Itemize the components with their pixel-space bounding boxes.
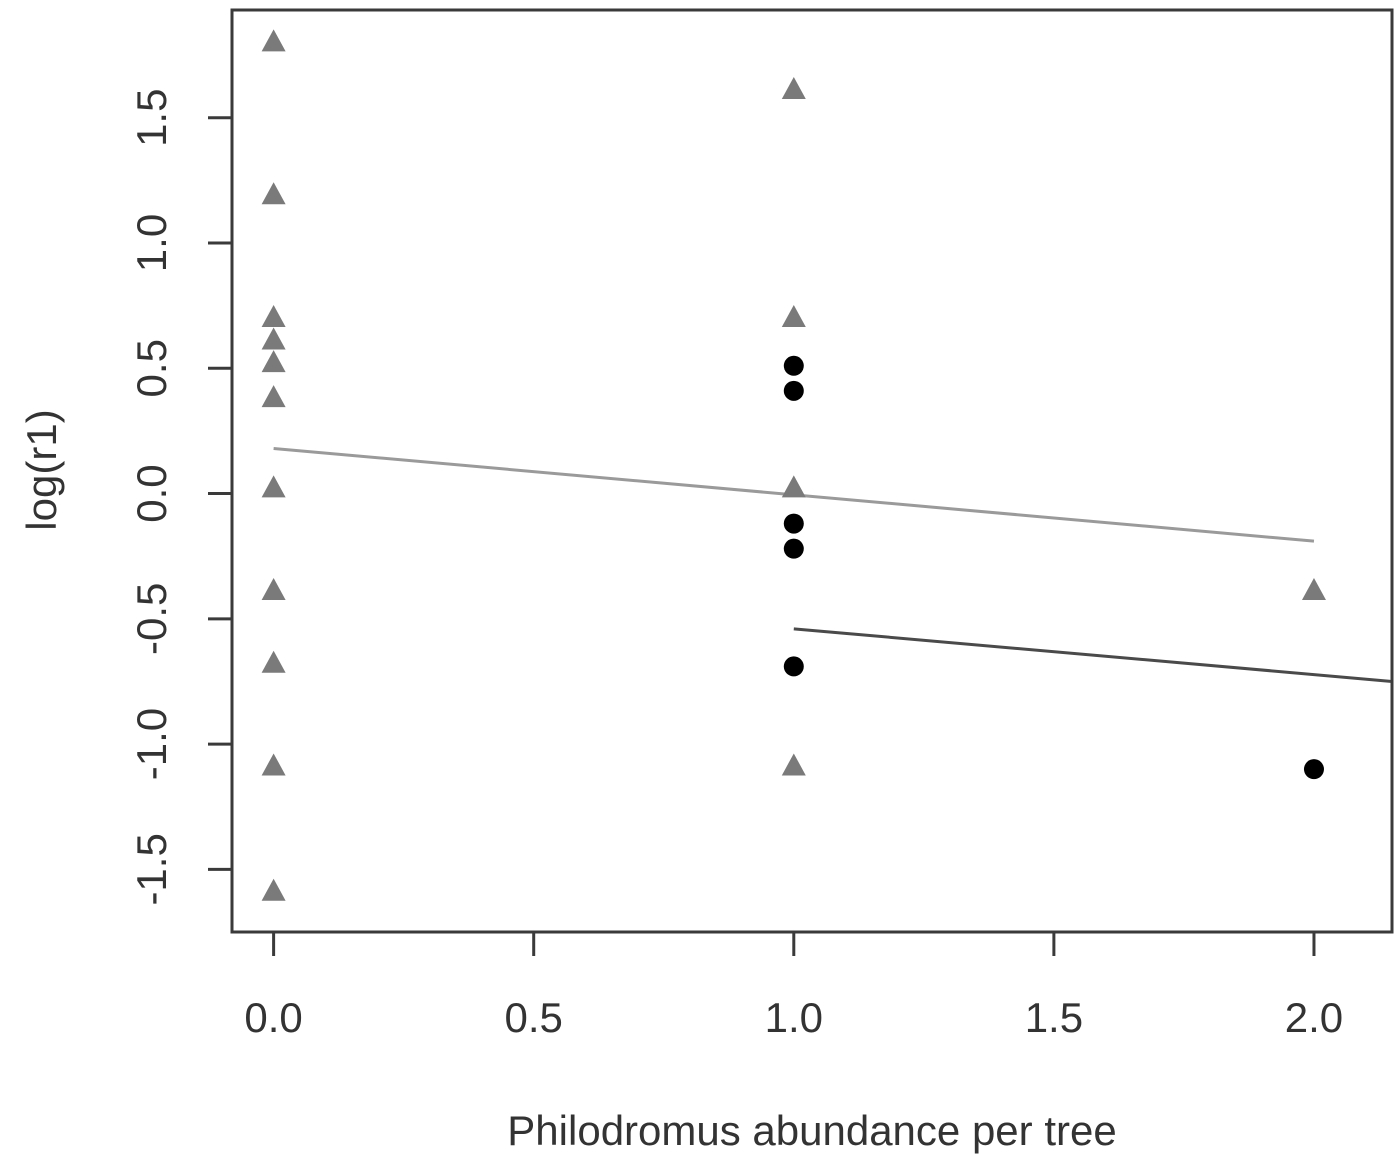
y-axis-label: log(r1) <box>18 409 65 530</box>
fit-lines <box>273 446 1393 683</box>
triangle-point-15 <box>781 753 806 776</box>
circle-point-3 <box>783 513 804 534</box>
x-tick-label-2: 0.5 <box>505 994 563 1041</box>
y-tick-label-4: 0.0 <box>128 464 175 522</box>
data-points <box>261 29 1326 901</box>
y-tick-label-1: -1.5 <box>128 833 175 905</box>
triangle-point-6 <box>261 385 286 408</box>
triangle-point-3 <box>261 304 286 327</box>
triangle-point-9 <box>261 650 286 673</box>
y-tick-label-3: -0.5 <box>128 583 175 655</box>
triangle-point-7 <box>261 475 286 498</box>
triangle-point-4 <box>261 327 286 350</box>
triangle-point-5 <box>261 350 286 373</box>
triangle-point-8 <box>261 578 286 601</box>
circle-point-2 <box>783 380 804 401</box>
circle-point-4 <box>783 538 804 559</box>
triangle-point-16 <box>1301 578 1326 601</box>
circle-point-5 <box>783 656 804 677</box>
triangle-point-14 <box>781 475 806 498</box>
y-tick-label-5: 0.5 <box>128 339 175 397</box>
triangle-point-1 <box>261 29 286 52</box>
x-axis-label: Philodromus abundance per tree <box>507 1107 1116 1154</box>
triangle-point-10 <box>261 753 286 776</box>
fit-line-2 <box>793 627 1393 683</box>
x-tick-label-5: 2.0 <box>1285 994 1343 1041</box>
plot-frame <box>230 8 1394 934</box>
triangle-point-13 <box>781 304 806 327</box>
y-tick-label-7: 1.5 <box>128 89 175 147</box>
triangle-point-11 <box>261 878 286 901</box>
circle-point-1 <box>783 355 804 376</box>
y-tick-label-6: 1.0 <box>128 214 175 272</box>
x-tick-label-1: 0.0 <box>244 994 302 1041</box>
x-tick-label-4: 1.5 <box>1025 994 1083 1041</box>
y-axis: -1.5 -1.0 -0.5 0.0 0.5 1.0 1.5 <box>128 89 234 906</box>
x-tick-label-3: 1.0 <box>765 994 823 1041</box>
triangle-point-12 <box>781 76 806 99</box>
circle-point-6 <box>1303 759 1324 780</box>
triangle-point-2 <box>261 182 286 205</box>
y-tick-label-2: -1.0 <box>128 708 175 780</box>
x-axis: 0.0 0.5 1.0 1.5 2.0 <box>244 930 1343 1041</box>
